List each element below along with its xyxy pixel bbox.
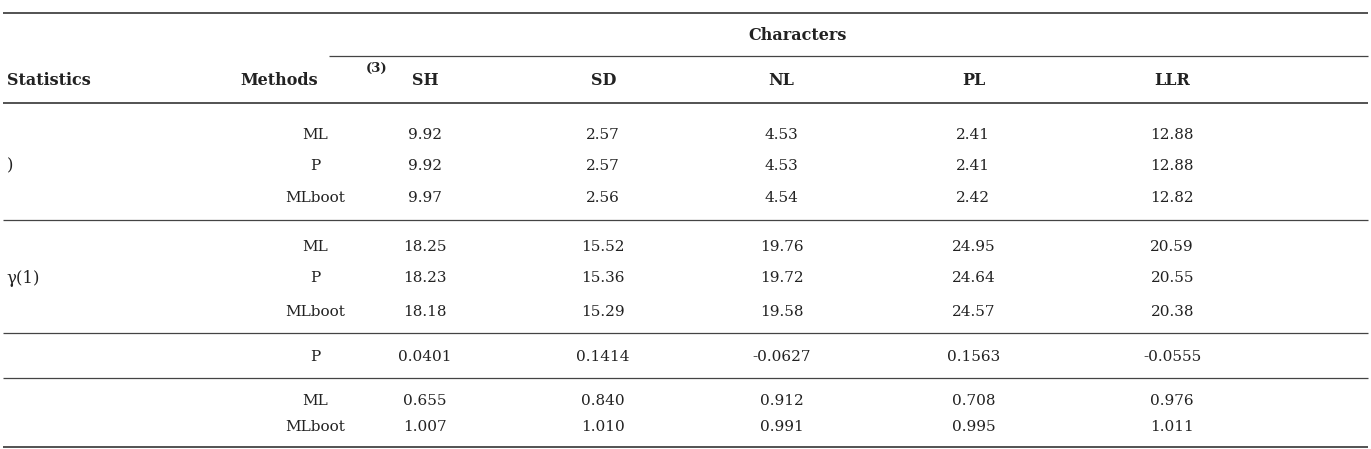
Text: 20.55: 20.55 (1150, 271, 1194, 286)
Text: 24.95: 24.95 (951, 240, 995, 254)
Text: 20.59: 20.59 (1150, 240, 1194, 254)
Text: 2.42: 2.42 (957, 190, 990, 205)
Text: 1.010: 1.010 (581, 420, 625, 435)
Text: 4.53: 4.53 (765, 128, 798, 142)
Text: 0.0401: 0.0401 (398, 350, 452, 364)
Text: ): ) (7, 158, 14, 175)
Text: 9.97: 9.97 (409, 190, 441, 205)
Text: 2.57: 2.57 (587, 159, 620, 173)
Text: 4.54: 4.54 (765, 190, 798, 205)
Text: 18.25: 18.25 (403, 240, 447, 254)
Text: 19.76: 19.76 (760, 240, 803, 254)
Text: 18.23: 18.23 (403, 271, 447, 286)
Text: 0.995: 0.995 (951, 420, 995, 435)
Text: 2.57: 2.57 (587, 128, 620, 142)
Text: MLboot: MLboot (285, 305, 345, 319)
Text: ML: ML (303, 128, 328, 142)
Text: 0.912: 0.912 (760, 393, 803, 408)
Text: γ(1): γ(1) (7, 270, 40, 287)
Text: 19.72: 19.72 (760, 271, 803, 286)
Text: 24.64: 24.64 (951, 271, 995, 286)
Text: 0.976: 0.976 (1150, 393, 1194, 408)
Text: (3): (3) (366, 62, 388, 75)
Text: P: P (310, 159, 321, 173)
Text: 2.41: 2.41 (957, 128, 990, 142)
Text: 9.92: 9.92 (409, 128, 441, 142)
Text: ML: ML (303, 393, 328, 408)
Text: 4.53: 4.53 (765, 159, 798, 173)
Text: 0.840: 0.840 (581, 393, 625, 408)
Text: -0.0627: -0.0627 (753, 350, 810, 364)
Text: 0.991: 0.991 (760, 420, 803, 435)
Text: 19.58: 19.58 (760, 305, 803, 319)
Text: Characters: Characters (749, 27, 847, 44)
Text: SH: SH (411, 72, 439, 89)
Text: 15.52: 15.52 (581, 240, 625, 254)
Text: 12.88: 12.88 (1150, 159, 1194, 173)
Text: NL: NL (769, 72, 794, 89)
Text: Statistics: Statistics (7, 72, 90, 89)
Text: P: P (310, 350, 321, 364)
Text: 1.007: 1.007 (403, 420, 447, 435)
Text: 15.36: 15.36 (581, 271, 625, 286)
Text: 1.011: 1.011 (1150, 420, 1194, 435)
Text: P: P (310, 271, 321, 286)
Text: 12.82: 12.82 (1150, 190, 1194, 205)
Text: ML: ML (303, 240, 328, 254)
Text: 0.655: 0.655 (403, 393, 447, 408)
Text: 12.88: 12.88 (1150, 128, 1194, 142)
Text: 2.56: 2.56 (587, 190, 620, 205)
Text: LLR: LLR (1154, 72, 1190, 89)
Text: Methods: Methods (240, 72, 318, 89)
Text: SD: SD (591, 72, 616, 89)
Text: 9.92: 9.92 (409, 159, 441, 173)
Text: PL: PL (962, 72, 984, 89)
Text: 2.41: 2.41 (957, 159, 990, 173)
Text: MLboot: MLboot (285, 190, 345, 205)
Text: 0.1563: 0.1563 (947, 350, 999, 364)
Text: 20.38: 20.38 (1150, 305, 1194, 319)
Text: 15.29: 15.29 (581, 305, 625, 319)
Text: 24.57: 24.57 (951, 305, 995, 319)
Text: -0.0555: -0.0555 (1143, 350, 1201, 364)
Text: 0.708: 0.708 (951, 393, 995, 408)
Text: 18.18: 18.18 (403, 305, 447, 319)
Text: MLboot: MLboot (285, 420, 345, 435)
Text: 0.1414: 0.1414 (576, 350, 631, 364)
